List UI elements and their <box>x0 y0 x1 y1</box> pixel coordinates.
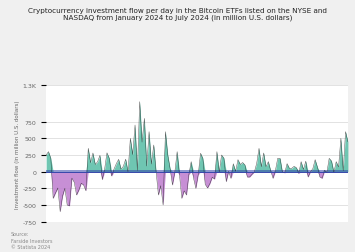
Text: Cryptocurrency investment flow per day in the Bitcoin ETFs listed on the NYSE an: Cryptocurrency investment flow per day i… <box>28 8 327 21</box>
Text: Source:
Farside Investors
© Statista 2024: Source: Farside Investors © Statista 202… <box>11 231 52 249</box>
Y-axis label: Investment flow (in million U.S. dollars): Investment flow (in million U.S. dollars… <box>15 100 20 208</box>
Bar <box>46 170 348 174</box>
